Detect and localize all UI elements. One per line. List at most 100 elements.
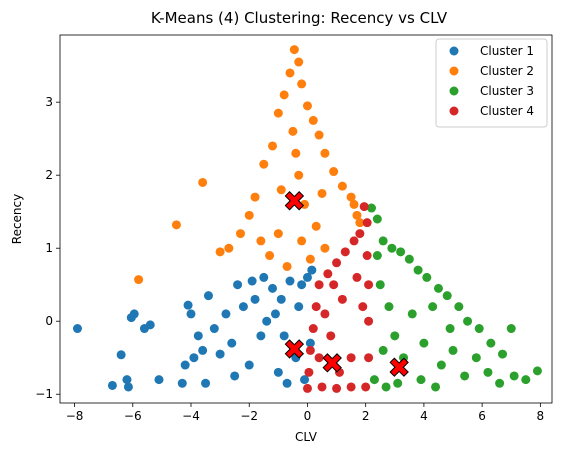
legend-label-cluster-4: Cluster 4 <box>480 104 534 118</box>
cluster-2-point <box>282 261 292 271</box>
x-tick-label: −2 <box>240 409 258 423</box>
cluster-4-point <box>317 382 327 392</box>
cluster-3-point <box>407 309 417 319</box>
cluster-3-point <box>367 203 376 213</box>
cluster-2-point <box>329 167 339 177</box>
cluster-2-centroid-marker <box>284 191 305 211</box>
cluster-4-point <box>308 324 318 334</box>
cluster-3-point <box>396 247 406 257</box>
cluster-3-centroid-marker <box>389 357 409 377</box>
cluster-1-point <box>270 309 280 319</box>
y-tick-label: 1 <box>45 241 53 255</box>
cluster-1-centroid-marker <box>284 339 305 359</box>
cluster-3-point <box>486 338 496 348</box>
legend-label-cluster-1: Cluster 1 <box>480 44 534 58</box>
points-layer <box>72 45 542 393</box>
cluster-3-point <box>372 251 382 261</box>
cluster-4-point <box>323 269 333 279</box>
cluster-2-point <box>250 192 260 202</box>
cluster-4-point <box>358 302 368 312</box>
cluster-1-point <box>203 291 213 301</box>
cluster-3-point <box>532 366 542 376</box>
cluster-3-point <box>433 283 443 293</box>
cluster-1-point <box>268 283 278 293</box>
chart-title: K-Means (4) Clustering: Recency vs CLV <box>151 9 448 27</box>
x-tick-label: −8 <box>66 409 84 423</box>
x-axis-label: CLV <box>295 430 318 444</box>
cluster-3-point <box>460 371 470 381</box>
cluster-3-point <box>375 280 385 290</box>
cluster-2-point <box>352 210 362 220</box>
y-axis-ticks: −1 0 1 2 3 <box>35 95 60 401</box>
cluster-3-point <box>393 378 403 388</box>
cluster-3-point <box>369 375 379 385</box>
cluster-1-point <box>247 276 257 286</box>
cluster-1-point <box>279 331 289 341</box>
cluster-3-point <box>413 265 423 275</box>
cluster-2-point <box>288 126 298 136</box>
cluster-3-point <box>390 331 400 341</box>
cluster-4-point <box>340 247 350 257</box>
y-tick-label: 2 <box>45 168 53 182</box>
cluster-1-point <box>276 294 286 304</box>
cluster-3-point <box>404 254 414 264</box>
cluster-2-point <box>265 251 275 261</box>
cluster-1-point <box>262 316 272 326</box>
cluster-1-point <box>215 349 225 359</box>
y-tick-label: −1 <box>35 387 53 401</box>
cluster-3-point <box>463 316 473 326</box>
cluster-2-point <box>244 210 254 220</box>
x-tick-label: 2 <box>362 409 370 423</box>
cluster-3-point <box>384 302 394 312</box>
cluster-2-point <box>268 141 278 151</box>
cluster-4-point <box>359 202 369 212</box>
cluster-2-point <box>285 68 295 78</box>
cluster-4-point <box>304 367 314 377</box>
cluster-2-point <box>311 221 321 231</box>
cluster-1-point <box>189 353 199 363</box>
cluster-3-point <box>483 367 493 377</box>
legend: Cluster 1 Cluster 2 Cluster 3 Cluster 4 <box>435 38 548 128</box>
cluster-1-point <box>273 367 283 377</box>
cluster-2-point <box>279 90 289 100</box>
cluster-4-point <box>305 345 315 355</box>
cluster-1-point <box>123 382 133 392</box>
cluster-1-point <box>285 276 295 286</box>
cluster-2-point <box>276 185 286 195</box>
x-tick-label: 4 <box>420 409 428 423</box>
legend-box <box>435 38 548 128</box>
cluster-2-point <box>273 108 283 118</box>
cluster-1-point <box>145 320 155 330</box>
cluster-4-centroid-marker <box>322 353 342 373</box>
x-axis-ticks: −8 −6 −4 −2 0 2 4 6 8 <box>66 403 544 423</box>
cluster-1-point <box>307 265 317 275</box>
cluster-1-point <box>186 309 196 319</box>
cluster-4-point <box>349 236 359 246</box>
cluster-3-point <box>436 360 446 370</box>
cluster-4-point <box>332 383 342 393</box>
cluster-1-point <box>180 360 190 370</box>
cluster-3-point <box>378 345 388 355</box>
cluster-3-point <box>448 345 458 355</box>
cluster-4-point <box>337 294 347 304</box>
cluster-4-point <box>320 309 330 319</box>
cluster-4-point <box>302 383 312 393</box>
cluster-4-point <box>332 258 342 268</box>
cluster-1-point <box>227 338 237 348</box>
y-tick-label: 3 <box>45 95 53 109</box>
cluster-1-point <box>72 324 82 334</box>
cluster-3-point <box>509 371 519 381</box>
cluster-1-point <box>294 302 304 312</box>
cluster-3-point <box>506 324 516 334</box>
cluster-4-point <box>361 382 371 392</box>
cluster-2-point <box>259 159 269 169</box>
cluster-2-point <box>317 188 327 198</box>
cluster-4-point <box>314 353 324 363</box>
cluster-3-point <box>471 353 481 363</box>
cluster-1-point <box>107 380 117 390</box>
cluster-4-point <box>314 280 324 290</box>
cluster-2-point <box>294 170 304 180</box>
cluster-2-point <box>198 177 208 187</box>
cluster-1-point <box>209 324 219 334</box>
